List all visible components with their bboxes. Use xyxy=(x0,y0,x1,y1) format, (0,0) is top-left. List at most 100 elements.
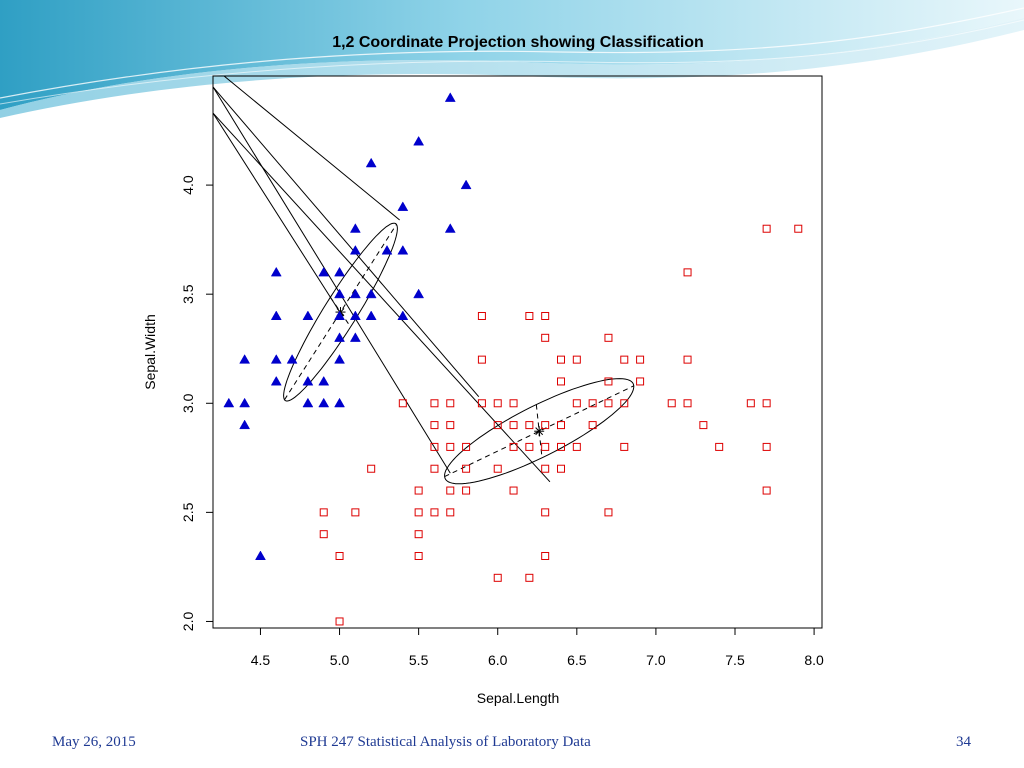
class1-point xyxy=(413,135,425,146)
class1-point xyxy=(239,397,251,408)
class2-point xyxy=(541,312,550,320)
class1-point xyxy=(349,310,361,320)
class2-point xyxy=(367,464,376,473)
class2-point xyxy=(557,377,565,386)
class2-point xyxy=(525,442,534,451)
header-wave-line-2 xyxy=(0,19,1024,105)
class2-point xyxy=(636,377,645,386)
class2-point xyxy=(509,442,518,451)
class2-point xyxy=(414,508,423,517)
x-tick-label: 7.0 xyxy=(646,652,666,668)
y-axis: 2.0 2.5 3.0 3.5 4.0 xyxy=(180,175,213,631)
y-tick-label: 2.5 xyxy=(180,502,196,522)
class2-point xyxy=(430,508,439,517)
class2-point xyxy=(541,442,550,451)
class1-point xyxy=(444,92,456,102)
class1-ellipse xyxy=(283,222,398,402)
class2-point xyxy=(541,421,550,430)
class2-point xyxy=(604,333,613,342)
boundary-line-5 xyxy=(212,86,480,398)
class2-point xyxy=(541,333,550,342)
class2-point xyxy=(541,508,550,517)
class2-point xyxy=(683,399,692,408)
class1-point xyxy=(349,288,361,299)
x-axis: 4.5 5.0 5.5 6.0 6.5 7.0 7.5 8.0 xyxy=(251,628,824,668)
x-tick-label: 5.5 xyxy=(409,652,429,668)
class2-point xyxy=(335,617,344,626)
class1-point xyxy=(318,375,330,386)
class1-point xyxy=(334,310,345,320)
class2-point xyxy=(572,442,581,451)
boundary-line-2 xyxy=(212,86,451,474)
class2-point xyxy=(620,442,629,451)
header-wave-main xyxy=(0,0,1024,110)
class2-point xyxy=(604,399,613,408)
class2-ellipse-major-axis xyxy=(444,385,634,478)
footer-date: May 26, 2015 xyxy=(52,734,136,750)
chart-title: 1,2 Coordinate Projection showing Classi… xyxy=(332,34,704,51)
class1-point xyxy=(318,397,330,408)
class2-point xyxy=(319,508,328,517)
class2-point xyxy=(525,312,534,320)
class2-point xyxy=(351,508,360,517)
class2-point xyxy=(683,268,692,277)
x-tick-label: 8.0 xyxy=(804,652,824,668)
class1-point xyxy=(365,288,377,299)
class2-point xyxy=(557,442,565,451)
boundary-line-3 xyxy=(212,112,551,483)
x-tick-label: 6.0 xyxy=(488,652,508,668)
class2-point xyxy=(430,464,439,473)
class2-point xyxy=(430,442,439,451)
class2-point xyxy=(762,224,771,233)
class2-point xyxy=(588,399,597,408)
class2-point xyxy=(699,421,708,430)
class1-point xyxy=(349,245,361,255)
class1-point xyxy=(413,288,425,299)
class1-point xyxy=(349,223,361,233)
class1-point xyxy=(302,375,314,386)
class2-point xyxy=(430,421,439,430)
class2-point xyxy=(572,399,581,408)
class2-point xyxy=(588,421,597,430)
footer-title: SPH 247 Statistical Analysis of Laborato… xyxy=(300,734,591,750)
class2-point xyxy=(477,399,486,408)
class1-point xyxy=(270,310,282,320)
y-tick-label: 3.0 xyxy=(180,393,196,413)
class2-point xyxy=(446,442,455,451)
class2-point xyxy=(446,508,455,517)
class1-point xyxy=(460,179,472,190)
class2-point xyxy=(477,355,486,364)
class2-point xyxy=(604,377,613,386)
class2-point xyxy=(446,399,455,408)
class2-point xyxy=(493,573,502,582)
boundary-line-4 xyxy=(212,112,340,312)
class2-point xyxy=(462,464,471,473)
x-tick-label: 7.5 xyxy=(725,652,745,668)
class2-point xyxy=(604,508,613,517)
y-axis-label: Sepal.Width xyxy=(142,314,158,389)
header-wave-light xyxy=(0,18,1024,118)
class2-point xyxy=(509,486,518,495)
class1-point xyxy=(239,419,251,430)
class-center-star xyxy=(534,426,545,437)
class1-point xyxy=(334,266,345,277)
class1-point xyxy=(270,266,282,277)
class1-point xyxy=(381,245,393,255)
class1-point xyxy=(270,354,282,364)
class2-point xyxy=(446,421,455,430)
class2-point xyxy=(462,442,471,451)
y-tick-label: 3.5 xyxy=(180,284,196,304)
class1-point xyxy=(286,354,298,364)
class2-point xyxy=(620,399,629,408)
class1-point xyxy=(334,354,345,364)
class2-point xyxy=(683,355,692,364)
class1-point xyxy=(318,266,330,277)
class1-ellipse-minor-axis xyxy=(329,296,352,328)
class2-point xyxy=(746,399,755,408)
classification-overlay xyxy=(212,75,635,485)
x-tick-label: 6.5 xyxy=(567,652,587,668)
class2-point xyxy=(762,442,771,451)
class2-point xyxy=(493,421,502,430)
class2-point xyxy=(557,421,565,430)
class2-point xyxy=(620,355,629,364)
